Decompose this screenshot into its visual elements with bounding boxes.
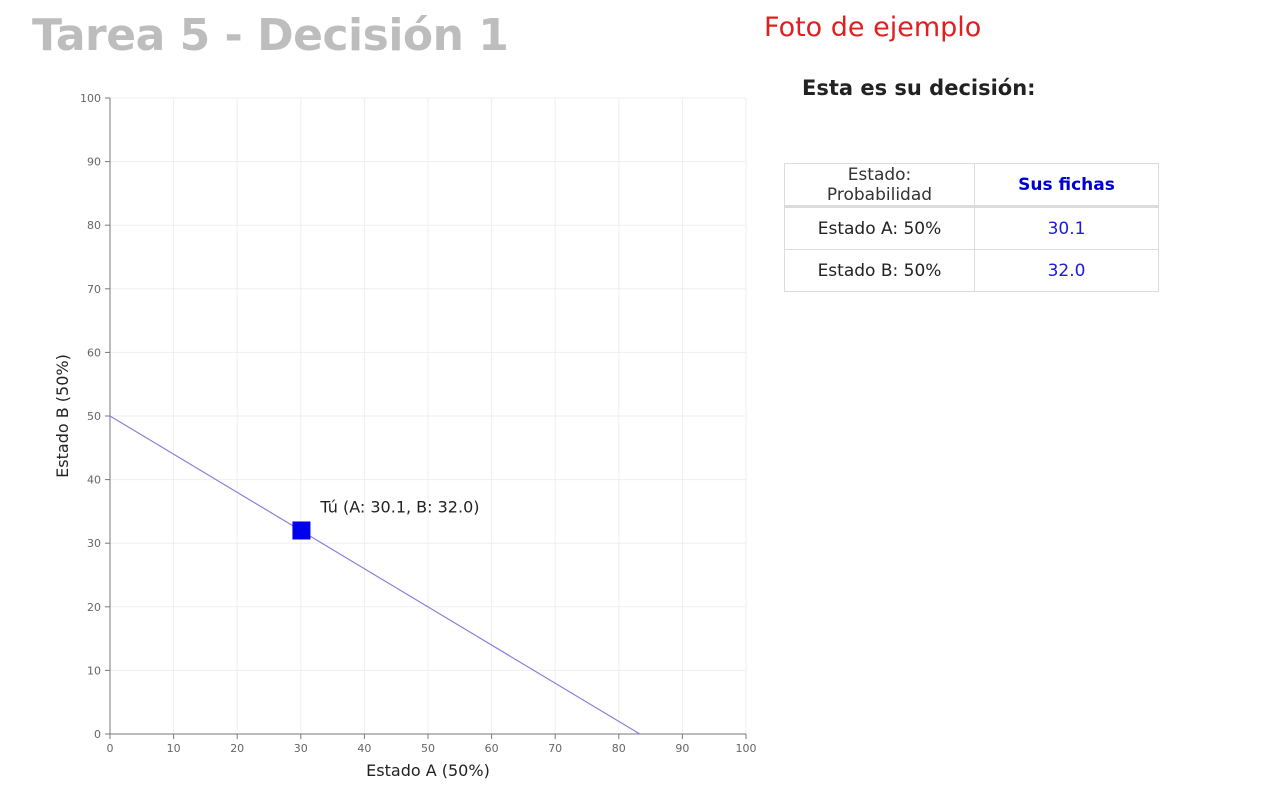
x-tick-label: 0 (107, 742, 114, 755)
y-axis-label: Estado B (50%) (53, 354, 72, 478)
y-tick-label: 80 (87, 219, 101, 232)
chart-ticks: 0 10 20 30 40 50 60 70 80 90 100 0 10 20 30 40 50 60 70 80 9… (80, 92, 757, 755)
state-cell: Estado B: 50% (784, 249, 975, 292)
x-tick-label: 90 (675, 742, 689, 755)
decision-heading: Esta es su decisión: (802, 76, 1036, 100)
table-row: Estado A: 50% 30.1 (784, 206, 1159, 250)
y-tick-label: 90 (87, 156, 101, 169)
x-tick-label: 50 (421, 742, 435, 755)
y-tick-label: 100 (80, 92, 101, 105)
y-tick-label: 10 (87, 664, 101, 677)
chart-grid (110, 97, 747, 734)
x-tick-label: 30 (294, 742, 308, 755)
chart-series: Tú (A: 30.1, B: 32.0) (109, 415, 641, 735)
x-tick-label: 40 (357, 742, 371, 755)
x-tick-label: 100 (736, 742, 757, 755)
column-header-your-chips: Sus fichas (974, 163, 1159, 208)
chips-cell: 30.1 (974, 206, 1159, 250)
decision-table: Estado: Probabilidad Sus fichas Estado A… (784, 163, 1159, 292)
x-tick-label: 80 (612, 742, 626, 755)
table-row: Estado B: 50% 32.0 (784, 249, 1159, 292)
y-tick-label: 0 (94, 728, 101, 741)
x-tick-label: 60 (485, 742, 499, 755)
y-tick-label: 50 (87, 410, 101, 423)
x-tick-label: 70 (548, 742, 562, 755)
column-header-state-probability: Estado: Probabilidad (784, 163, 975, 208)
y-tick-label: 30 (87, 537, 101, 550)
decision-point-marker[interactable] (292, 521, 311, 540)
y-tick-label: 70 (87, 283, 101, 296)
x-tick-label: 20 (230, 742, 244, 755)
state-cell: Estado A: 50% (784, 206, 975, 250)
page-title: Tarea 5 - Decisión 1 (32, 10, 509, 61)
table-header-row: Estado: Probabilidad Sus fichas (784, 163, 1159, 208)
decision-chart[interactable]: 0 10 20 30 40 50 60 70 80 90 100 0 10 20 30 40 50 60 70 80 9… (0, 0, 770, 794)
x-axis-label: Estado A (50%) (366, 761, 490, 780)
x-tick-label: 10 (167, 742, 181, 755)
example-photo-label: Foto de ejemplo (764, 12, 982, 43)
budget-line (109, 415, 641, 735)
chips-cell: 32.0 (974, 249, 1159, 292)
y-tick-label: 20 (87, 601, 101, 614)
y-tick-label: 60 (87, 346, 101, 359)
decision-point-label: Tú (A: 30.1, B: 32.0) (319, 497, 479, 516)
y-tick-label: 40 (87, 474, 101, 487)
